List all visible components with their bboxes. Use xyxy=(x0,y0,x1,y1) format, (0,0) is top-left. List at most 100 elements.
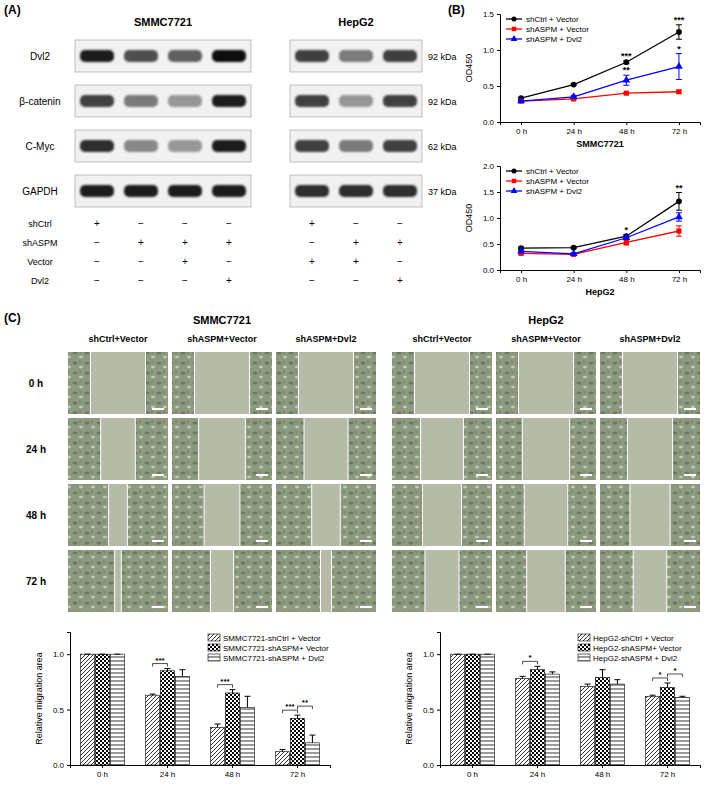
tick-mark xyxy=(574,270,575,273)
series-line xyxy=(521,231,679,254)
bar xyxy=(530,670,544,765)
sign: − xyxy=(182,218,188,229)
significance: * xyxy=(658,670,662,679)
legend-entry: shASPM + Vector xyxy=(506,25,589,34)
tick-mark xyxy=(667,765,668,768)
plot-area xyxy=(517,193,683,257)
legend-label: SMMC7721-shCtrl + Vector xyxy=(223,634,321,643)
sign: − xyxy=(353,218,359,229)
error-bar xyxy=(280,749,286,751)
tick-mark xyxy=(167,765,168,768)
wound-edge xyxy=(135,418,136,480)
wound-edge xyxy=(569,418,570,480)
wound-gap xyxy=(522,418,569,480)
treatment-label: shASPM xyxy=(22,238,57,248)
bar xyxy=(660,687,674,765)
wound-gap xyxy=(415,352,470,414)
tick: 0.0 xyxy=(423,761,440,770)
micrograph xyxy=(496,418,596,480)
band xyxy=(124,140,158,152)
wound-edge xyxy=(670,484,671,546)
band xyxy=(168,140,202,152)
tick-mark xyxy=(626,270,627,273)
bar xyxy=(545,674,559,765)
scale-bar xyxy=(256,540,268,542)
wound-gap xyxy=(91,352,146,414)
tick-label: 48 h xyxy=(225,770,241,779)
wound-gap xyxy=(304,418,348,480)
sign: − xyxy=(138,256,144,267)
significance: * xyxy=(625,225,629,235)
micrograph xyxy=(496,352,596,414)
wound-edge xyxy=(320,550,321,612)
axis-line xyxy=(441,766,701,769)
tick-label: 0.0 xyxy=(423,761,435,770)
error-bar xyxy=(470,654,476,655)
significance: * xyxy=(528,653,532,662)
legend-label: SMMC7721-shASPM + Dvl2 xyxy=(223,654,325,663)
condition-label: shASPM+Vector xyxy=(511,334,581,344)
y-axis: 0.00.51.01.52.0 xyxy=(483,162,501,275)
scale-bar xyxy=(360,540,372,542)
wound-edge xyxy=(567,484,568,546)
scale-bar xyxy=(360,606,372,608)
bar xyxy=(450,654,464,765)
scale-bar xyxy=(580,606,592,608)
protein-label: GAPDH xyxy=(22,186,58,197)
scale-bar xyxy=(684,606,696,608)
scale-bar xyxy=(152,540,164,542)
tick-label: 2.0 xyxy=(483,162,495,171)
wound-gap xyxy=(195,352,250,414)
legend-label: SMMC7721-shASPM+ Vector xyxy=(223,644,329,653)
wound-edge xyxy=(340,484,341,546)
wound-edge xyxy=(459,550,460,612)
wound-gap xyxy=(204,484,240,546)
micrograph xyxy=(172,484,272,546)
legend-entry: shASPM + Dvl2 xyxy=(506,35,583,44)
significance: ** xyxy=(623,65,631,75)
sign: − xyxy=(138,218,144,229)
tick-mark xyxy=(602,765,603,768)
significance: *** xyxy=(220,677,230,686)
tick-label: 0 h xyxy=(516,127,527,136)
tick-mark xyxy=(497,244,500,245)
band xyxy=(168,185,202,197)
wound-edge xyxy=(422,484,423,546)
marker xyxy=(675,62,683,69)
bar xyxy=(595,677,609,765)
tick-mark xyxy=(497,86,500,87)
tick: 72 h xyxy=(290,765,306,779)
micrograph xyxy=(392,352,492,414)
band xyxy=(383,185,417,197)
scale-bar xyxy=(684,474,696,476)
wound-gap xyxy=(101,418,136,480)
tick: 24 h xyxy=(530,765,546,779)
bar xyxy=(610,684,624,765)
scale-bar xyxy=(256,606,268,608)
tick: 0.0 xyxy=(53,761,70,770)
wound-edge xyxy=(233,550,234,612)
y-axis-title: OD450 xyxy=(464,204,474,233)
micrograph xyxy=(600,484,700,546)
wound-edge xyxy=(629,484,630,546)
x-axis: 0 h24 h48 h72 h xyxy=(501,122,701,136)
error-bar xyxy=(150,694,156,695)
error-bar xyxy=(484,654,490,655)
tick-mark xyxy=(497,192,500,193)
micrograph xyxy=(392,550,492,612)
condition-label: shASPM+Dvl2 xyxy=(620,334,681,344)
sign: + xyxy=(138,237,144,248)
y-axis: 0.00.51.0 xyxy=(53,633,71,771)
series-line xyxy=(521,67,679,102)
tick-mark xyxy=(679,122,680,125)
wound-gap xyxy=(210,550,233,612)
marker xyxy=(517,97,525,104)
tick-label: 0.0 xyxy=(53,761,65,770)
marker xyxy=(676,89,681,94)
wound-edge xyxy=(204,484,205,546)
y-axis: 0.00.51.0 xyxy=(423,633,441,771)
sign: + xyxy=(353,256,359,267)
tick-label: 72 h xyxy=(660,770,676,779)
tick-mark xyxy=(679,270,680,273)
x-axis-title: HepG2 xyxy=(585,287,614,297)
